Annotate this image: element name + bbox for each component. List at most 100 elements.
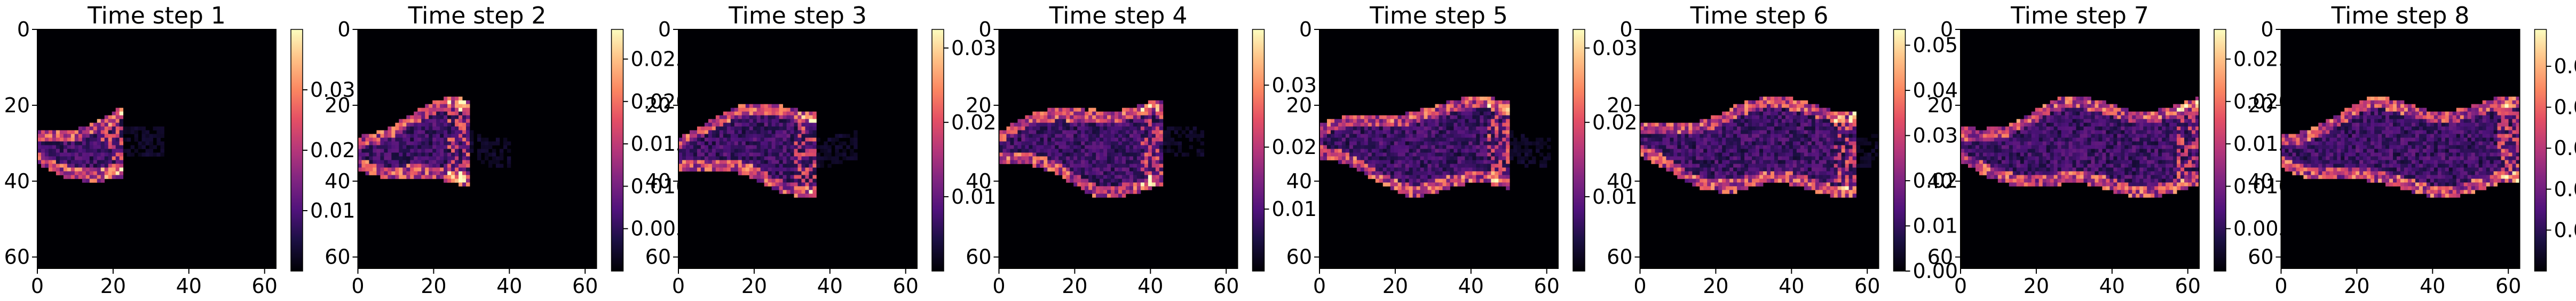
y-tick-label: 20 (1927, 94, 1953, 117)
panel-title: Time step 1 (87, 2, 226, 29)
x-tick-label: 0 (1633, 274, 1646, 298)
x-tick-label: 20 (100, 274, 126, 298)
colorbar-tick-label: 0.04 (2554, 96, 2576, 119)
x-tick-label: 40 (2420, 274, 2445, 298)
colorbar (932, 29, 944, 271)
x-tick-label: 0 (2274, 274, 2287, 298)
x-tick-label: 20 (1062, 274, 1087, 298)
x-tick-label: 40 (496, 274, 522, 298)
y-tick-label: 40 (645, 169, 671, 193)
x-tick-label: 0 (672, 274, 685, 298)
y-tick-label: 0 (1299, 18, 1312, 41)
colorbar (2214, 29, 2226, 271)
x-tick-label: 60 (893, 274, 919, 298)
y-tick-label: 0 (1940, 18, 1953, 41)
y-tick-label: 40 (1286, 169, 1312, 193)
y-tick-label: 0 (17, 18, 30, 41)
colorbar-tick-label: 0.02 (1272, 135, 1317, 159)
panel-title: Time step 6 (1690, 2, 1829, 29)
y-tick-label: 60 (645, 245, 671, 269)
y-tick-label: 60 (325, 245, 350, 269)
y-tick-label: 20 (1286, 94, 1312, 117)
x-tick-label: 0 (351, 274, 364, 298)
y-tick-label: 40 (1927, 169, 1953, 193)
x-tick-label: 60 (2175, 274, 2201, 298)
y-tick-label: 20 (2248, 94, 2273, 117)
y-tick-label: 20 (645, 94, 671, 117)
colorbar (612, 29, 623, 271)
x-tick-label: 20 (421, 274, 446, 298)
x-tick-label: 40 (2099, 274, 2125, 298)
x-tick-label: 40 (1137, 274, 1163, 298)
y-tick-label: 20 (966, 94, 991, 117)
y-tick-label: 0 (1619, 18, 1632, 41)
y-tick-label: 0 (978, 18, 991, 41)
y-tick-label: 40 (325, 169, 350, 193)
colorbar-tick-label: 0.02 (2554, 177, 2576, 201)
y-tick-label: 60 (1286, 245, 1312, 269)
y-tick-label: 0 (337, 18, 350, 41)
x-tick-label: 20 (2024, 274, 2049, 298)
colorbar-tick-label: 0.03 (1913, 124, 1958, 148)
panel-title: Time step 2 (408, 2, 547, 29)
colorbar (2535, 29, 2547, 271)
y-tick-label: 20 (325, 94, 350, 117)
colorbar-tick-label: 0.01 (310, 199, 355, 222)
x-tick-label: 60 (572, 274, 598, 298)
x-tick-label: 40 (817, 274, 843, 298)
x-tick-label: 60 (1213, 274, 1239, 298)
colorbar-tick-label: 0.01 (1913, 214, 1958, 238)
x-tick-label: 20 (1382, 274, 1408, 298)
panel-title: Time step 3 (728, 2, 867, 29)
x-tick-label: 20 (1703, 274, 1728, 298)
x-tick-label: 0 (1954, 274, 1967, 298)
y-tick-label: 0 (2261, 18, 2273, 41)
y-tick-label: 20 (4, 94, 30, 117)
panel-title: Time step 7 (2010, 2, 2149, 29)
x-tick-label: 20 (2344, 274, 2369, 298)
colorbar (1894, 29, 1906, 271)
x-tick-label: 40 (1779, 274, 1804, 298)
x-tick-label: 0 (992, 274, 1005, 298)
x-tick-label: 40 (1458, 274, 1484, 298)
y-tick-label: 20 (1607, 94, 1632, 117)
y-tick-label: 0 (658, 18, 671, 41)
y-tick-label: 40 (2248, 169, 2273, 193)
colorbar-tick-label: 0.01 (1272, 197, 1317, 221)
y-tick-label: 40 (4, 169, 30, 193)
colorbar-tick-label: 0.02 (310, 138, 355, 162)
colorbar (1573, 29, 1585, 271)
y-tick-label: 60 (1927, 245, 1953, 269)
heatmap-panel: Time step 20 20 40 6002040600.0050.0100.015… (325, 2, 689, 298)
y-tick-label: 40 (1607, 169, 1632, 193)
colorbar (291, 29, 303, 271)
x-tick-label: 20 (741, 274, 767, 298)
x-tick-label: 0 (31, 274, 44, 298)
colorbar-tick-label: 0.05 (2554, 55, 2576, 78)
heatmap-panel: Time step 70 20 40 6002040600.0050.0100.015… (1927, 2, 2291, 298)
y-tick-label: 60 (966, 245, 991, 269)
y-tick-label: 60 (4, 245, 30, 269)
y-tick-label: 60 (1607, 245, 1632, 269)
colorbar-tick-label: 0.03 (2554, 136, 2576, 160)
heatmap-panel: Time step 40 20 40 6002040600.010.020.03 (966, 2, 1317, 298)
heatmap-panel: Time step 8020406002040600.010.020.030.0… (2248, 2, 2576, 298)
y-tick-label: 40 (966, 169, 991, 193)
x-tick-label: 60 (2495, 274, 2521, 298)
colorbar-tick-label: 0.01 (2554, 218, 2576, 242)
x-tick-label: 0 (1313, 274, 1326, 298)
heatmap-panel: Time step 60 20 40 6002040600.000.010.020.0… (1607, 2, 1958, 298)
heatmap-panel: Time step 10 20 40 6002040600.010.020.03 (4, 2, 355, 298)
panel-title: Time step 8 (2331, 2, 2470, 29)
colorbar (1253, 29, 1265, 271)
x-tick-label: 60 (1534, 274, 1560, 298)
panel-title: Time step 4 (1049, 2, 1188, 29)
x-tick-label: 60 (1854, 274, 1880, 298)
panel-title: Time step 5 (1369, 2, 1508, 29)
y-tick-label: 60 (2248, 245, 2273, 269)
x-tick-label: 40 (176, 274, 202, 298)
x-tick-label: 60 (252, 274, 278, 298)
